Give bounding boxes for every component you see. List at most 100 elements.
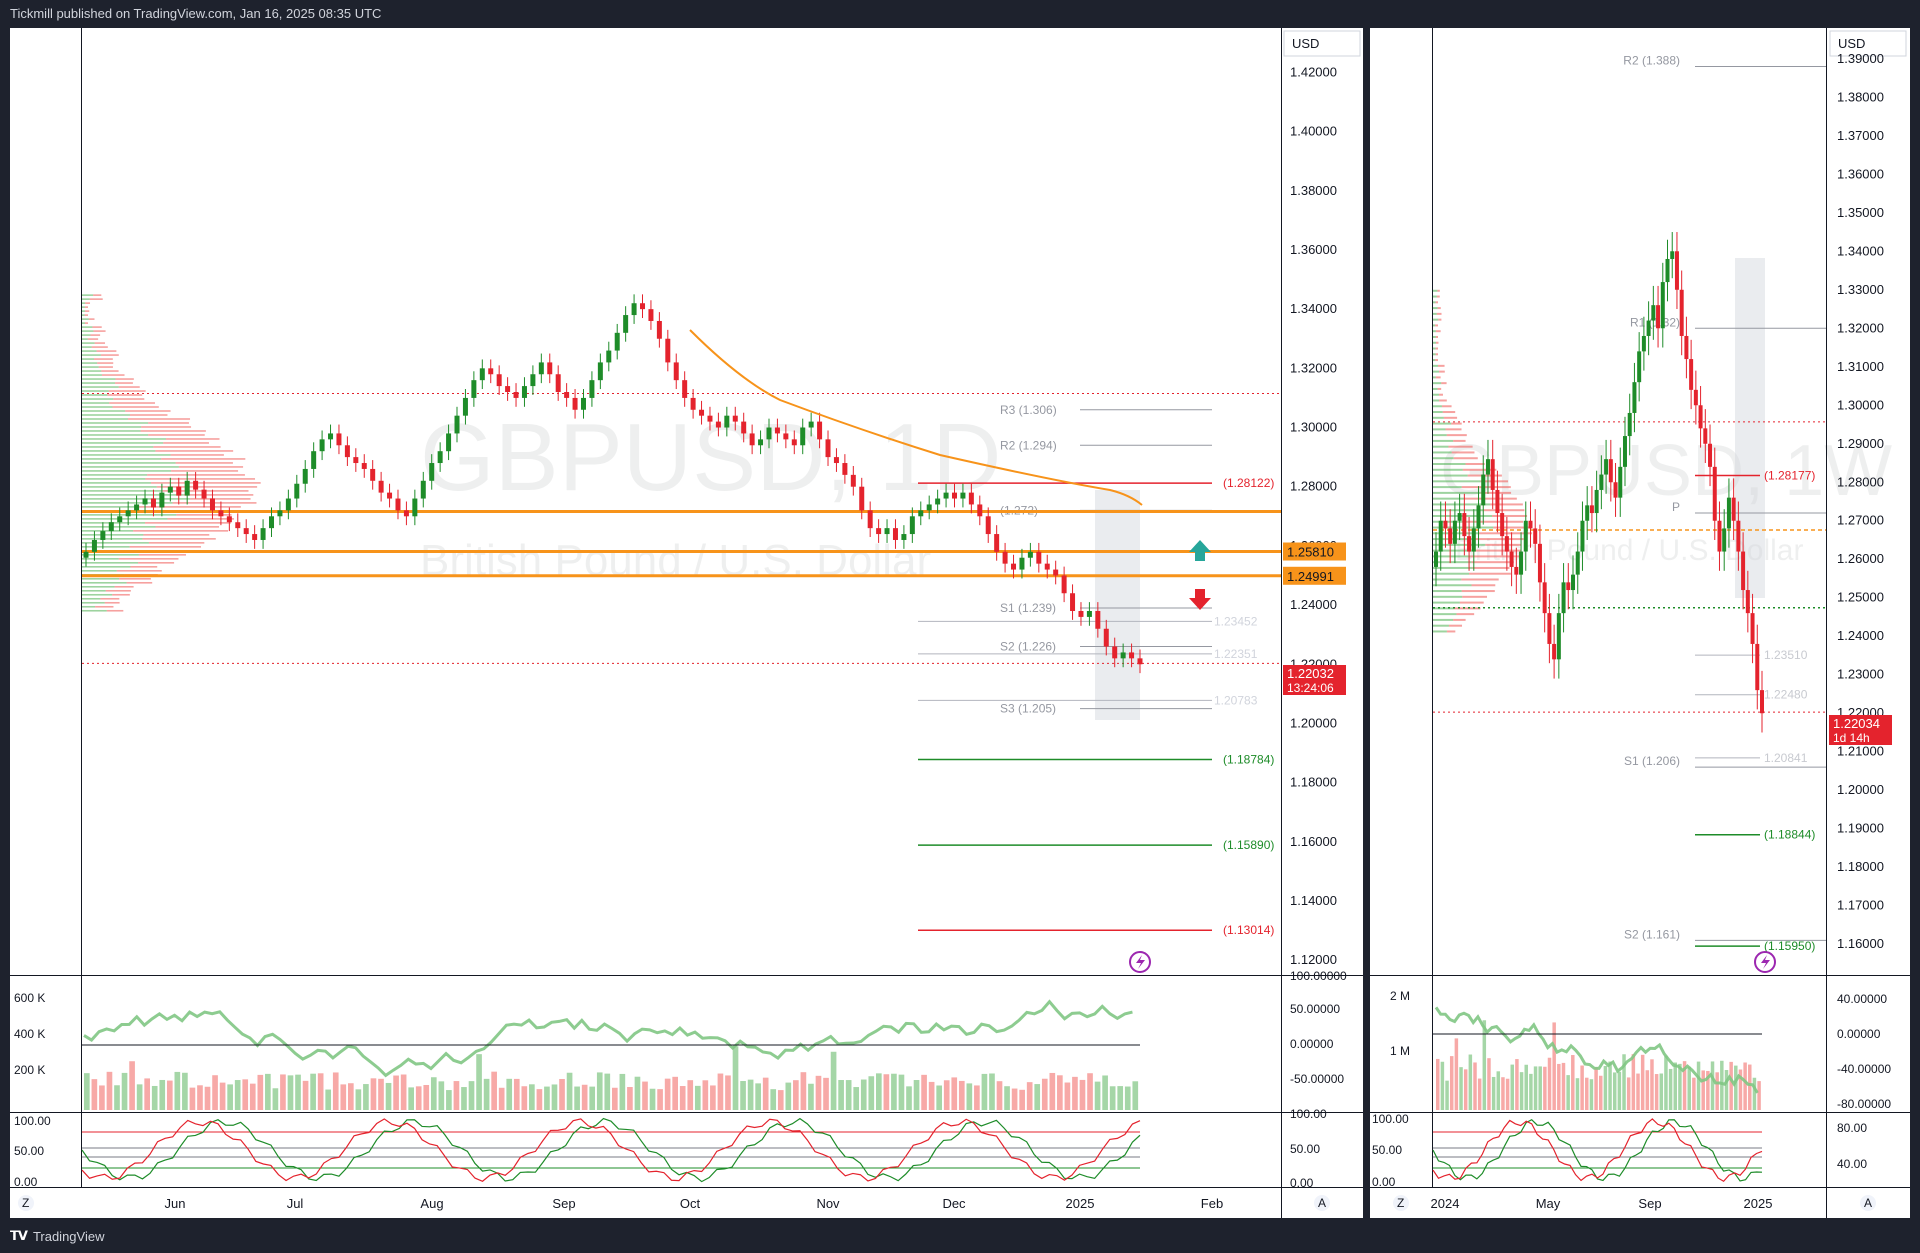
candle-body — [1543, 582, 1547, 613]
profile-bar-down — [1456, 613, 1474, 615]
profile-bar-down — [1451, 423, 1462, 425]
profile-bar-up — [82, 354, 101, 356]
volume-bar — [1743, 1063, 1746, 1110]
candle-body — [1462, 513, 1466, 536]
axis-a-button-left[interactable]: A — [1314, 1195, 1330, 1211]
volume-bar — [1562, 1063, 1565, 1110]
faded-label: 1.20841 — [1764, 751, 1808, 765]
candle-body — [1614, 482, 1618, 497]
axis-a-button-right[interactable]: A — [1860, 1195, 1876, 1211]
volume-bar — [1501, 1077, 1504, 1110]
candle-body — [1121, 652, 1126, 658]
currency-label-left[interactable]: USD — [1284, 31, 1360, 56]
candle-body — [910, 516, 915, 534]
candle-body — [1703, 428, 1707, 443]
price-tick-label: 1.35000 — [1837, 205, 1884, 220]
volume-bar — [755, 1083, 761, 1110]
volume-bar — [1441, 1062, 1444, 1110]
volume-bar — [325, 1090, 331, 1110]
volume-bar — [1608, 1062, 1611, 1110]
volume-bar — [808, 1084, 814, 1110]
candle-body — [724, 416, 729, 428]
volume-bar — [1655, 1074, 1658, 1110]
candle-body — [210, 499, 215, 511]
candle-body — [488, 368, 493, 374]
volume-bar — [853, 1087, 859, 1110]
profile-bar-down — [145, 478, 255, 480]
volume-bar — [1757, 1081, 1760, 1110]
profile-bar-up — [82, 402, 109, 404]
axis-z-button-right[interactable]: Z — [1393, 1195, 1409, 1211]
profile-bar-up — [1433, 423, 1451, 425]
candle-body — [303, 469, 308, 484]
candle-body — [1684, 336, 1688, 359]
axis-z-button-left[interactable]: Z — [18, 1195, 34, 1211]
candle-body — [1019, 558, 1024, 570]
volume-bar — [227, 1084, 233, 1110]
tradingview-brand[interactable]: 𝗧𝗩 TradingView — [10, 1228, 104, 1244]
volume-bar — [491, 1072, 497, 1110]
profile-bar-up — [82, 406, 113, 408]
candle-body — [1477, 505, 1481, 528]
profile-bar-up — [1433, 434, 1447, 436]
profile-bar-down — [93, 294, 101, 296]
profile-bar-down — [1444, 417, 1457, 419]
candle-body — [1533, 528, 1537, 543]
candle-body — [286, 499, 291, 511]
candle-body — [716, 422, 721, 428]
profile-bar-up — [1433, 324, 1435, 326]
profile-bar-down — [85, 322, 88, 324]
profile-bar-up — [82, 518, 167, 520]
faded-label: 1.22351 — [1214, 647, 1258, 661]
faded-label: 1.23452 — [1214, 614, 1258, 628]
oscillator-tick-label: 0.00000 — [1290, 1037, 1334, 1051]
volume-bar — [1748, 1065, 1751, 1110]
candle-body — [1138, 658, 1143, 664]
last-price-tag-right: 1.22034 1d 14h — [1829, 715, 1892, 745]
volume-bar — [1110, 1086, 1116, 1110]
profile-bar-up — [82, 338, 88, 340]
profile-bar-down — [190, 498, 250, 500]
profile-bar-down — [117, 570, 162, 572]
volume-bar — [1646, 1070, 1649, 1110]
profile-bar-up — [82, 330, 93, 332]
profile-bar-up — [1433, 492, 1481, 494]
candle-body — [927, 504, 932, 510]
oscillator-tick-label: -50.00000 — [1290, 1072, 1344, 1086]
profile-bar-down — [113, 398, 144, 400]
profile-bar-up — [1433, 578, 1461, 580]
volume-bar — [386, 1083, 392, 1110]
profile-bar-down — [143, 534, 209, 536]
profile-bar-down — [130, 414, 167, 416]
profile-bar-down — [1436, 348, 1438, 350]
profile-bar-down — [1441, 382, 1446, 384]
volume-bar — [446, 1090, 452, 1110]
stochastic-tick-label: 50.00 — [1290, 1142, 1320, 1156]
profile-bar-down — [85, 302, 90, 304]
profile-bar-down — [109, 390, 146, 392]
candle-body — [682, 380, 687, 398]
volume-bar — [152, 1086, 158, 1110]
volume-bar — [1464, 1069, 1467, 1110]
candle-body — [935, 499, 940, 505]
volume-bar — [703, 1080, 709, 1110]
volume-tick-label: 1 M — [1390, 1044, 1410, 1058]
profile-bar-up — [82, 346, 92, 348]
candle-body — [1580, 521, 1584, 552]
price-tick-label: 1.34000 — [1837, 243, 1884, 258]
volume-bar — [612, 1088, 618, 1110]
volume-bar — [1057, 1075, 1063, 1110]
price-tick-label: 1.20000 — [1290, 715, 1337, 730]
volume-bar — [1585, 1078, 1588, 1110]
candle-body — [868, 510, 873, 528]
oscillator-tick-label: 0.00000 — [1837, 1027, 1881, 1041]
candle-body — [1557, 613, 1561, 659]
profile-bar-up — [82, 350, 97, 352]
profile-bar-up — [82, 578, 119, 580]
candle-body — [455, 416, 460, 434]
volume-bar — [1687, 1067, 1690, 1110]
volume-bar — [574, 1087, 580, 1110]
profile-bar-down — [1448, 446, 1472, 448]
candle-body — [370, 469, 375, 481]
